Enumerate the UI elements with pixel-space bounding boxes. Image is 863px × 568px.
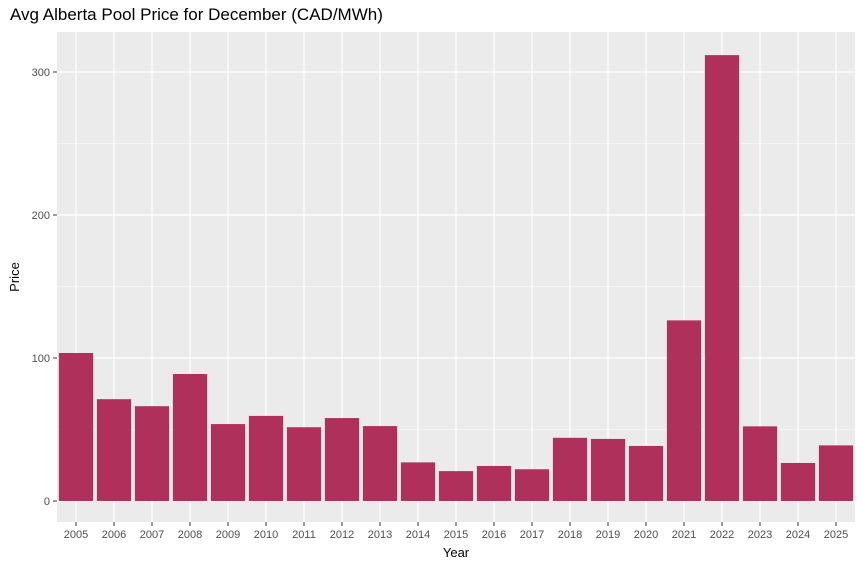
bar-2020	[628, 445, 664, 501]
y-tick-label: 200	[32, 210, 50, 222]
bar-2018	[552, 437, 588, 501]
bar-2021	[666, 320, 702, 501]
x-tick-label: 2024	[786, 529, 810, 541]
bar-2007	[134, 406, 170, 501]
x-tick-label: 2006	[102, 529, 126, 541]
bar-2013	[362, 426, 398, 501]
x-tick-label: 2016	[482, 529, 506, 541]
x-tick-label: 2010	[254, 529, 278, 541]
y-tick-label: 100	[32, 353, 50, 365]
x-tick-label: 2007	[140, 529, 164, 541]
x-tick-label: 2011	[292, 529, 316, 541]
x-tick-label: 2023	[748, 529, 772, 541]
bar-2009	[210, 424, 246, 501]
x-tick-label: 2008	[178, 529, 202, 541]
bar-2014	[400, 462, 436, 501]
x-tick-label: 2014	[406, 529, 430, 541]
x-tick-label: 2009	[216, 529, 240, 541]
chart-title: Avg Alberta Pool Price for December (CAD…	[10, 5, 383, 24]
x-tick-label: 2021	[672, 529, 696, 541]
bar-2022	[704, 55, 740, 501]
x-tick-label: 2018	[558, 529, 582, 541]
bar-2010	[248, 415, 284, 501]
x-axis-title: Year	[443, 545, 470, 560]
bar-2023	[742, 426, 778, 501]
bar-2005	[58, 352, 94, 501]
bar-2017	[514, 469, 550, 501]
x-tick-label: 2005	[64, 529, 88, 541]
bar-2016	[476, 465, 512, 501]
bar-2011	[286, 427, 322, 501]
y-tick-label: 300	[32, 67, 50, 79]
x-tick-label: 2015	[444, 529, 468, 541]
y-axis-title: Price	[7, 262, 22, 292]
y-axis: 0 100 200 300	[32, 67, 57, 508]
y-tick-label: 0	[44, 496, 50, 508]
bar-2012	[324, 418, 360, 501]
x-tick-label: 2019	[596, 529, 620, 541]
x-tick-label: 2025	[824, 529, 848, 541]
bar-2008	[172, 374, 208, 501]
x-tick-label: 2017	[520, 529, 544, 541]
x-tick-label: 2013	[368, 529, 392, 541]
bar-2024	[780, 462, 816, 501]
bar-2019	[590, 438, 626, 501]
bars	[58, 55, 854, 501]
bar-2006	[96, 399, 132, 501]
x-tick-label: 2012	[330, 529, 354, 541]
bar-2025	[818, 445, 854, 501]
x-axis: 2005 2006 2007 2008 2009 2010 2011 2012 2013 2014…	[64, 522, 848, 541]
x-tick-label: 2020	[634, 529, 658, 541]
bar-2015	[438, 471, 474, 501]
x-tick-label: 2022	[710, 529, 734, 541]
